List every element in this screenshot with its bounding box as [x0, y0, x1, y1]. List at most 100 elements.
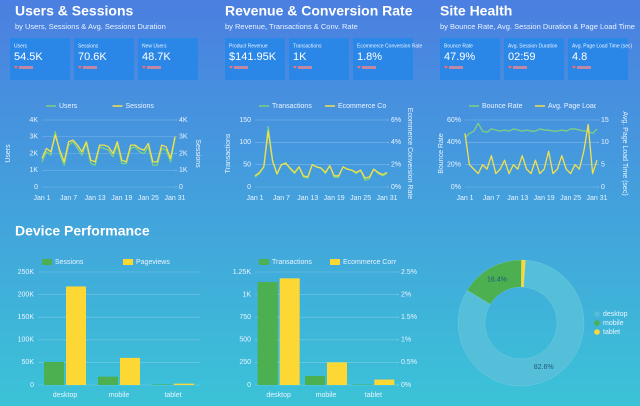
line-series — [41, 131, 176, 166]
y-tick-label: 100K — [18, 337, 35, 344]
delta-arrow — [444, 66, 448, 69]
delta-indicator — [362, 66, 376, 69]
legend-swatch — [42, 259, 52, 265]
x-tick-label: Jan 7 — [483, 195, 500, 202]
y2-tick-label: 3K — [179, 134, 188, 141]
y2-axis-title: Ecommerce Conversion Rate — [406, 108, 413, 200]
x-tick-label: Jan 25 — [560, 195, 581, 202]
legend-label: Pageviews — [136, 259, 170, 266]
scorecard-value: 1K — [293, 51, 307, 63]
delta-indicator — [19, 66, 33, 69]
x-tick-label: Jan 25 — [138, 195, 159, 202]
y2-tick-label: 0.5% — [401, 359, 417, 366]
y2-tick-label: 0 — [601, 184, 605, 191]
bar — [257, 281, 278, 385]
line-series — [464, 122, 598, 139]
x-tick-label: Jan 31 — [376, 195, 397, 202]
bar — [327, 362, 347, 385]
y-tick-label: 20% — [447, 162, 461, 169]
delta-arrow — [357, 66, 361, 69]
legend-label: Sessions — [126, 103, 155, 110]
y-tick-label: 0 — [247, 382, 251, 389]
y-axis-title: Users — [5, 144, 12, 163]
legend-label: mobile — [603, 320, 624, 327]
x-tick-label: Jan 13 — [85, 195, 106, 202]
x-tick-label: Jan 13 — [297, 195, 318, 202]
delta-indicator — [147, 66, 161, 69]
y-tick-label: 150 — [239, 117, 251, 124]
delta-indicator — [83, 66, 97, 69]
scorecard-value: 1.8% — [357, 51, 382, 63]
y2-tick-label: 0 — [179, 184, 183, 191]
pie-slice — [521, 259, 526, 288]
bar — [374, 379, 395, 385]
scorecard — [504, 38, 564, 80]
y-tick-label: 1K — [29, 167, 38, 174]
y-tick-label: 500 — [239, 337, 251, 344]
scorecard-label: Avg. Session Duration — [508, 43, 558, 49]
x-tick-label: Jan 25 — [350, 195, 371, 202]
y2-tick-label: 6% — [391, 117, 401, 124]
y-tick-label: 0 — [30, 382, 34, 389]
slice-label: 16.4% — [487, 277, 507, 284]
section-title: Revenue & Conversion Rate — [225, 3, 413, 19]
scorecard — [289, 38, 349, 80]
x-tick-label: Jan 7 — [273, 195, 290, 202]
bar — [120, 357, 140, 385]
y-tick-label: 40% — [447, 139, 461, 146]
y-tick-label: 150K — [18, 314, 35, 321]
bar — [174, 383, 194, 385]
legend-label: Bounce Rate — [482, 103, 523, 110]
line-series — [41, 134, 176, 163]
legend-swatch — [594, 320, 600, 326]
y2-tick-label: 0% — [391, 184, 401, 191]
y2-tick-label: 10 — [601, 139, 609, 146]
y-tick-label: 4K — [29, 117, 38, 124]
y2-tick-label: 1.5% — [401, 314, 417, 321]
scorecard — [440, 38, 500, 80]
line-series — [464, 123, 598, 175]
y2-tick-label: 2% — [391, 162, 401, 169]
legend-swatch — [123, 259, 133, 265]
scorecard — [10, 38, 70, 80]
y2-tick-label: 4K — [179, 117, 188, 124]
section-subtitle: by Bounce Rate, Avg. Session Duration & … — [440, 22, 635, 31]
legend-swatch — [259, 259, 269, 265]
scorecard — [568, 38, 628, 80]
legend-label: Users — [59, 103, 78, 110]
delta-indicator — [513, 66, 527, 69]
scorecard — [225, 38, 285, 80]
y-tick-label: 200K — [18, 291, 35, 298]
section-subtitle: by Revenue, Transactions & Conv. Rate — [225, 22, 358, 31]
scorecard-label: Avg. Page Load Time (sec) — [572, 43, 633, 49]
section-subtitle: by Users, Sessions & Avg. Sessions Durat… — [15, 22, 166, 31]
x-tick-label: Jan 7 — [60, 195, 77, 202]
y2-axis-title: Avg. Page Load Time (sec) — [621, 111, 628, 195]
scorecard-value: 48.7K — [142, 51, 171, 63]
scorecard-value: 54.5K — [14, 51, 43, 63]
y-tick-label: 0 — [34, 184, 38, 191]
y-tick-label: 100 — [239, 139, 251, 146]
y2-tick-label: 2K — [179, 150, 188, 157]
bar — [305, 375, 325, 385]
y-tick-label: 250 — [239, 359, 251, 366]
legend-swatch — [594, 329, 600, 335]
x-tick-label: desktop — [53, 392, 78, 399]
x-tick-label: Jan 31 — [586, 195, 607, 202]
scorecard-label: Product Revenue — [229, 43, 268, 49]
y2-tick-label: 15 — [601, 117, 609, 124]
x-tick-label: tablet — [164, 392, 181, 399]
scorecard — [74, 38, 134, 80]
x-tick-label: Jan 19 — [111, 195, 132, 202]
legend-label: desktop — [603, 311, 628, 318]
delta-arrow — [293, 66, 297, 69]
x-tick-label: mobile — [109, 392, 130, 399]
scorecard-value: $141.95K — [229, 51, 277, 63]
delta-indicator — [234, 66, 248, 69]
legend-label: Avg. Page Load Time (sec) — [548, 103, 632, 110]
y-tick-label: 60% — [447, 117, 461, 124]
legend-swatch — [594, 311, 600, 317]
scorecard-label: Users — [14, 43, 28, 49]
x-tick-label: Jan 1 — [246, 195, 263, 202]
x-tick-label: Jan 13 — [507, 195, 528, 202]
